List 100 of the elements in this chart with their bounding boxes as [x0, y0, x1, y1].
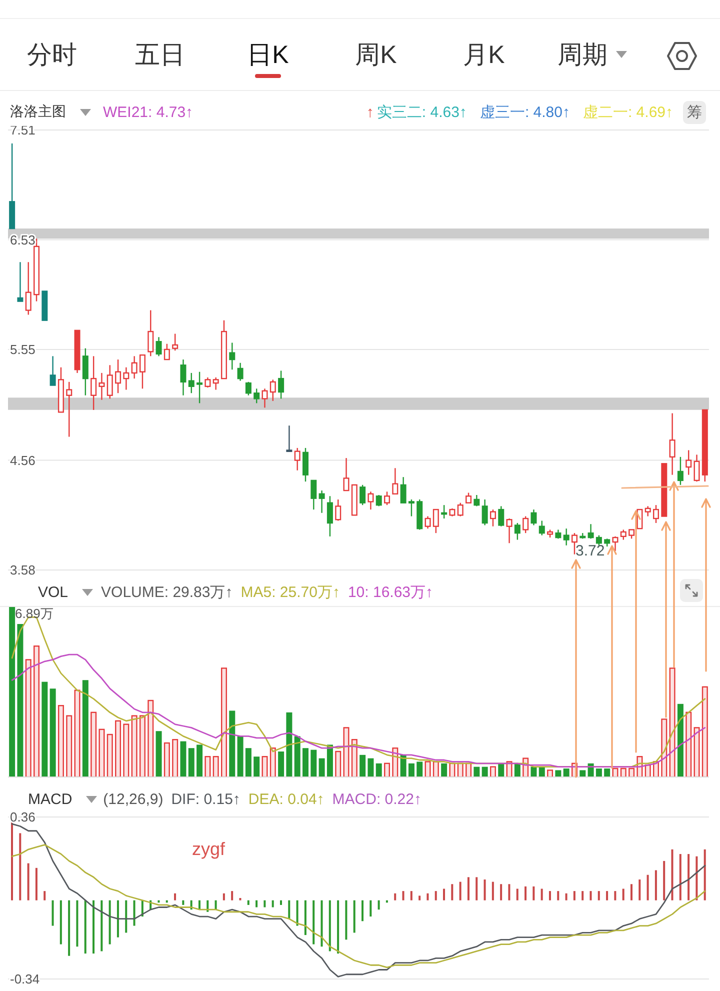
bar — [237, 736, 244, 777]
candlestick — [571, 532, 578, 555]
bar — [148, 700, 154, 777]
bar — [337, 900, 340, 954]
bar — [612, 768, 618, 777]
candlestick — [384, 491, 390, 506]
bar — [696, 856, 698, 900]
text: WEI21: 4.73↑ — [103, 104, 194, 120]
bar — [318, 758, 325, 777]
candlestick — [98, 372, 105, 400]
bar — [27, 863, 30, 900]
annotation: 6.89万 — [15, 606, 54, 621]
candlestick — [229, 342, 236, 370]
bar — [490, 766, 496, 777]
candlestick — [343, 457, 350, 492]
candlestick — [498, 506, 504, 527]
candlestick — [25, 262, 32, 316]
candlestick — [302, 447, 308, 482]
bar — [328, 900, 331, 952]
text: 日K — [247, 40, 289, 70]
bar — [44, 891, 46, 900]
bar — [19, 833, 22, 900]
bar — [139, 715, 146, 777]
candlestick — [115, 358, 122, 394]
text: ↑ — [366, 104, 374, 120]
bar — [555, 770, 562, 777]
bar — [92, 900, 95, 954]
bar — [84, 900, 86, 954]
candlestick — [17, 262, 24, 302]
bar — [82, 680, 88, 777]
bar — [661, 718, 668, 777]
bar — [256, 900, 258, 908]
bar — [222, 893, 225, 900]
bar — [278, 752, 284, 777]
bar — [288, 900, 290, 919]
candlestick — [522, 516, 529, 534]
bar — [272, 900, 274, 908]
bar — [302, 748, 308, 777]
bar — [540, 888, 543, 900]
bar — [686, 712, 692, 777]
bar — [702, 686, 708, 777]
y-tick-label: 5.55 — [10, 342, 36, 357]
bar — [500, 884, 502, 900]
candlestick — [506, 518, 512, 544]
bar — [50, 688, 56, 777]
bar — [614, 891, 616, 900]
bar — [247, 900, 250, 905]
bar — [402, 891, 404, 900]
candlestick — [50, 356, 56, 386]
text: DIF: 0.15↑ — [171, 790, 240, 808]
candlestick — [514, 522, 520, 540]
annotation: zygf — [192, 839, 226, 859]
bar — [484, 879, 486, 900]
bar — [368, 758, 374, 777]
bar — [90, 712, 97, 777]
bar — [362, 900, 364, 922]
bar — [204, 756, 211, 777]
bar — [638, 879, 641, 900]
bar — [310, 750, 317, 777]
bar — [17, 624, 24, 777]
text: 虚三一: 4.80↑ — [480, 104, 570, 120]
bar — [280, 900, 282, 905]
bar — [294, 736, 300, 777]
bar — [68, 900, 70, 956]
bar — [376, 763, 382, 777]
bar — [180, 741, 186, 777]
bar — [476, 877, 478, 900]
candlestick — [262, 388, 268, 408]
bar — [106, 734, 113, 777]
bar — [466, 762, 472, 777]
candlestick — [326, 496, 333, 538]
bar — [231, 891, 234, 900]
bar — [229, 710, 236, 777]
candlestick — [644, 506, 651, 517]
bar — [164, 742, 170, 777]
bar — [66, 715, 72, 777]
candlestick — [245, 381, 252, 396]
candlestick — [474, 494, 480, 507]
bar — [262, 756, 268, 777]
bar — [214, 900, 217, 910]
bar — [598, 891, 600, 900]
text: 周期 — [558, 40, 608, 70]
bar — [74, 690, 80, 777]
text: 筹 — [687, 104, 702, 120]
chart-title: MACD — [28, 790, 72, 808]
bar — [677, 704, 684, 777]
bar — [100, 900, 103, 952]
bar — [524, 886, 527, 900]
bar — [34, 646, 40, 777]
bar — [418, 896, 421, 900]
chart-subtitle: (12,26,9) — [103, 790, 164, 808]
candlestick — [237, 362, 244, 382]
bar — [156, 731, 162, 777]
candlestick — [376, 494, 382, 507]
bar — [669, 668, 676, 777]
text: DEA: 0.04↑ — [248, 790, 324, 808]
y-tick-label: 6.53 — [10, 232, 36, 248]
bar — [58, 705, 64, 777]
bar — [245, 748, 252, 777]
bar — [620, 768, 626, 777]
